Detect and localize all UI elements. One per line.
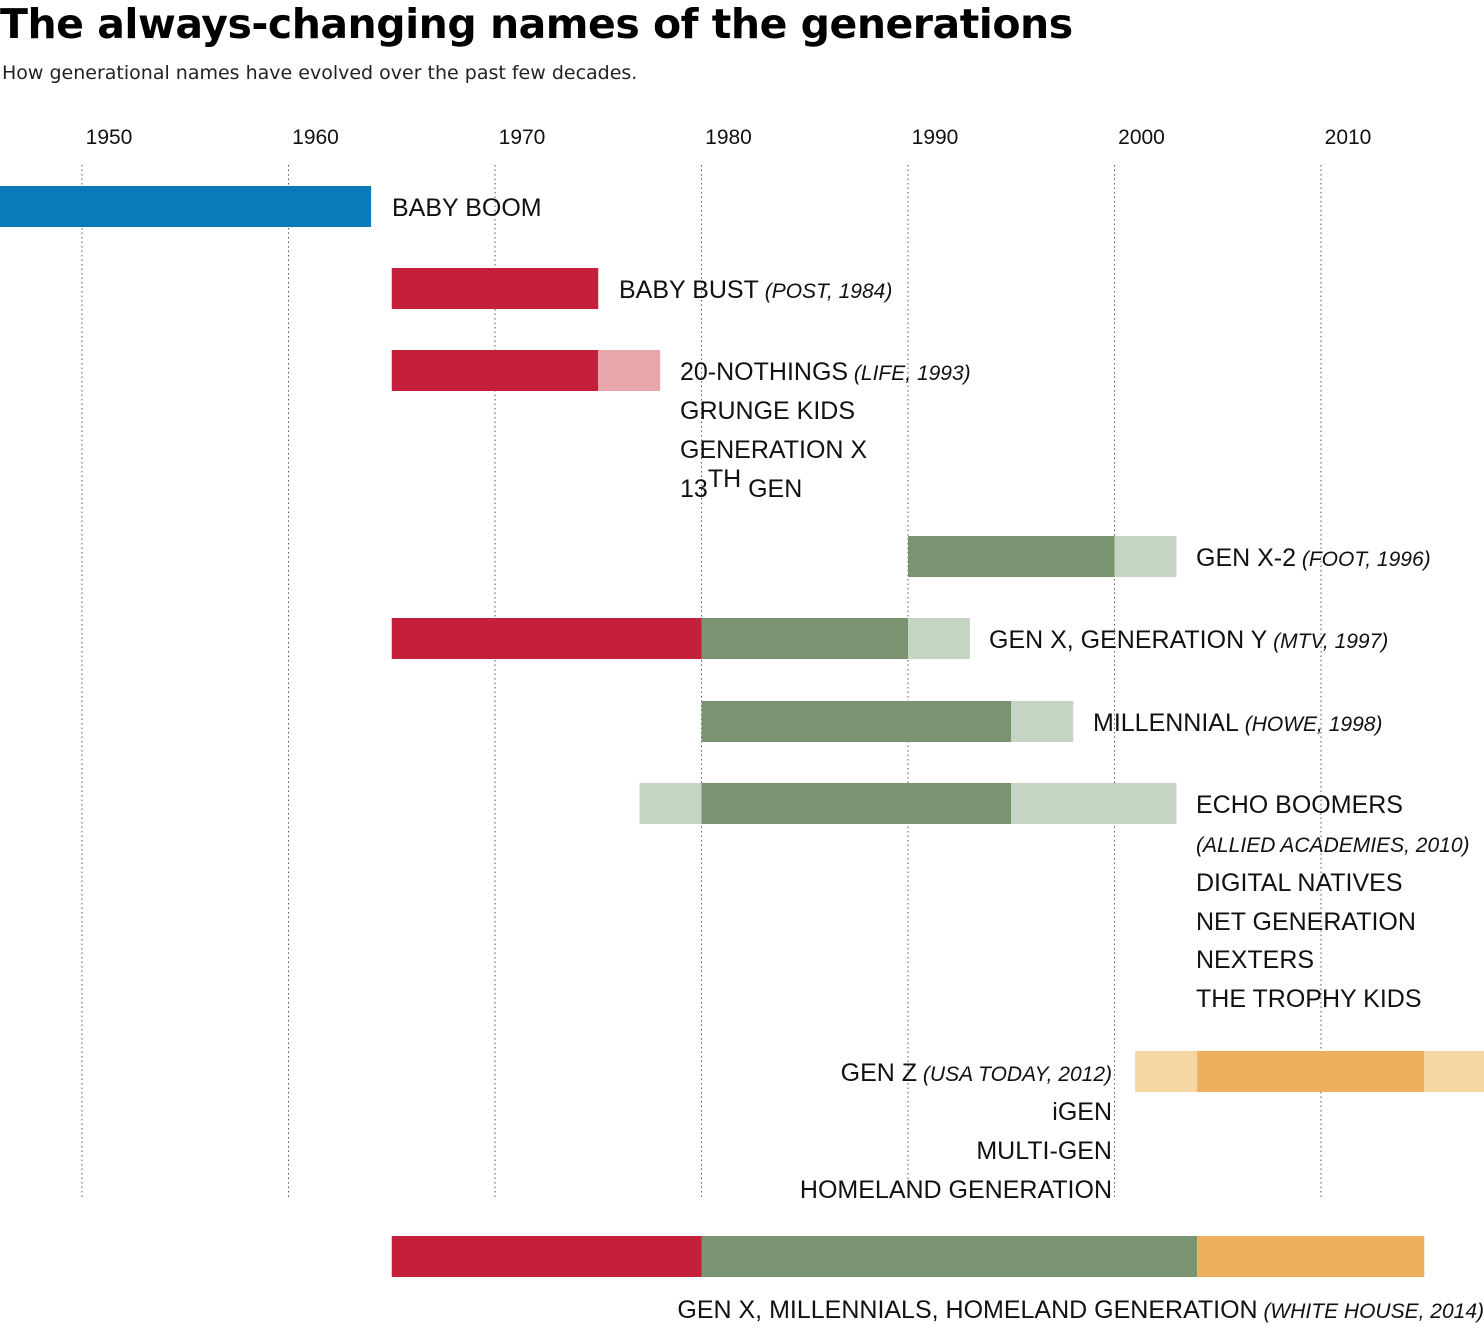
generation-labels: BABY BOOM BABY BUST (POST, 1984) 20-NOTHIN…	[392, 194, 1484, 1324]
generation-label-6-5: THE TROPHY KIDS	[1196, 985, 1422, 1013]
label-name: 13	[680, 475, 708, 503]
label-name: NET GENERATION	[1196, 908, 1416, 936]
label-name: DIGITAL NATIVES	[1196, 869, 1403, 897]
label-source: (USA TODAY, 2012)	[917, 1063, 1112, 1086]
bar-segment-row1-0	[391, 268, 599, 309]
label-name: MULTI-GEN	[976, 1137, 1112, 1165]
label-name: MILLENNIAL	[1093, 709, 1239, 737]
bar-segment-row3-1	[1114, 536, 1177, 577]
bar-segment-row0-0	[0, 186, 372, 227]
label-name: GEN X, MILLENNIALS, HOMELAND GENERATION	[677, 1296, 1257, 1324]
grid-lines	[81, 165, 1322, 1200]
generation-label-2-2: GENERATION X	[680, 436, 867, 464]
bar-segment-row6-2	[1011, 783, 1177, 824]
bar-segment-row4-2	[908, 618, 970, 659]
label-name: BABY BUST	[619, 276, 759, 304]
label-source: (POST, 1984)	[759, 280, 892, 303]
label-name: BABY BOOM	[392, 194, 542, 222]
x-tick-label-2010: 2010	[1325, 126, 1372, 149]
x-tick-label-1990: 1990	[912, 126, 959, 149]
label-name: GEN X-2	[1196, 544, 1296, 572]
generation-label-1-0: BABY BUST (POST, 1984)	[619, 276, 892, 304]
label-name: iGEN	[1052, 1098, 1112, 1126]
generation-label-6-4: NEXTERS	[1196, 946, 1314, 974]
generation-label-6-1: (ALLIED ACADEMIES, 2010)	[1196, 834, 1470, 857]
generation-label-6-3: NET GENERATION	[1196, 908, 1416, 936]
label-name-suffix: GEN	[741, 475, 802, 503]
bar-segment-row5-0	[701, 701, 1012, 742]
generation-label-7-0: GEN Z (USA TODAY, 2012)	[841, 1059, 1112, 1087]
label-name: THE TROPHY KIDS	[1196, 985, 1422, 1013]
label-name: HOMELAND GENERATION	[800, 1176, 1112, 1204]
bar-segment-row7-0	[1135, 1051, 1198, 1092]
label-name: 20-NOTHINGS	[680, 358, 848, 386]
timeline-bars	[0, 186, 1484, 1277]
x-tick-label-1980: 1980	[705, 126, 752, 149]
x-tick-label-1960: 1960	[292, 126, 339, 149]
bar-segment-row6-0	[639, 783, 702, 824]
bar-segment-row4-0	[391, 618, 702, 659]
label-name: ECHO BOOMERS	[1196, 791, 1403, 819]
generation-label-5-0: MILLENNIAL (HOWE, 1998)	[1093, 709, 1382, 737]
generation-label-4-0: GEN X, GENERATION Y (MTV, 1997)	[989, 626, 1388, 654]
x-tick-label-1950: 1950	[86, 126, 133, 149]
generation-label-6-2: DIGITAL NATIVES	[1196, 869, 1403, 897]
generation-label-7-2: MULTI-GEN	[976, 1137, 1112, 1165]
chart-title: The always-changing names of the generat…	[0, 0, 1073, 48]
chart-subtitle: How generational names have evolved over…	[2, 62, 638, 84]
bar-segment-row8-2	[1197, 1236, 1425, 1277]
label-superscript: TH	[708, 465, 741, 493]
generation-label-7-1: iGEN	[1052, 1098, 1112, 1126]
bar-segment-row4-1	[701, 618, 908, 659]
bar-segment-row5-1	[1011, 701, 1074, 742]
generation-label-8-0: GEN X, MILLENNIALS, HOMELAND GENERATION …	[677, 1296, 1484, 1324]
label-source: (FOOT, 1996)	[1296, 548, 1431, 571]
bar-segment-row8-1	[701, 1236, 1198, 1277]
x-tick-label-2000: 2000	[1118, 126, 1165, 149]
generation-label-2-3: 13TH GEN	[680, 465, 802, 503]
bar-segment-row2-0	[391, 350, 599, 391]
bar-segment-row7-2	[1424, 1051, 1484, 1092]
label-name: GENERATION X	[680, 436, 867, 464]
label-source: (MTV, 1997)	[1267, 630, 1388, 653]
bar-segment-row3-0	[908, 536, 1115, 577]
generation-label-2-0: 20-NOTHINGS (LIFE, 1993)	[680, 358, 971, 386]
label-source: (LIFE, 1993)	[848, 362, 971, 385]
x-tick-label-1970: 1970	[499, 126, 546, 149]
bar-segment-row8-0	[391, 1236, 702, 1277]
generation-label-3-0: GEN X-2 (FOOT, 1996)	[1196, 544, 1431, 572]
bar-segment-row2-1	[598, 350, 661, 391]
label-name: GEN Z	[841, 1059, 917, 1087]
generation-label-7-3: HOMELAND GENERATION	[800, 1176, 1112, 1204]
generation-label-6-0: ECHO BOOMERS	[1196, 791, 1403, 819]
bar-segment-row7-1	[1197, 1051, 1425, 1092]
bar-segment-row6-1	[701, 783, 1012, 824]
label-source: (WHITE HOUSE, 2014)	[1258, 1300, 1484, 1323]
label-source: (ALLIED ACADEMIES, 2010)	[1196, 834, 1470, 857]
label-name: NEXTERS	[1196, 946, 1314, 974]
x-axis-ticks: 1950 1960 1970 1980 1990 2000 2010	[86, 126, 1372, 149]
label-source: (HOWE, 1998)	[1239, 713, 1383, 736]
label-name: GEN X, GENERATION Y	[989, 626, 1268, 654]
label-name: GRUNGE KIDS	[680, 397, 855, 425]
generation-label-0-0: BABY BOOM	[392, 194, 542, 222]
generation-label-2-1: GRUNGE KIDS	[680, 397, 855, 425]
